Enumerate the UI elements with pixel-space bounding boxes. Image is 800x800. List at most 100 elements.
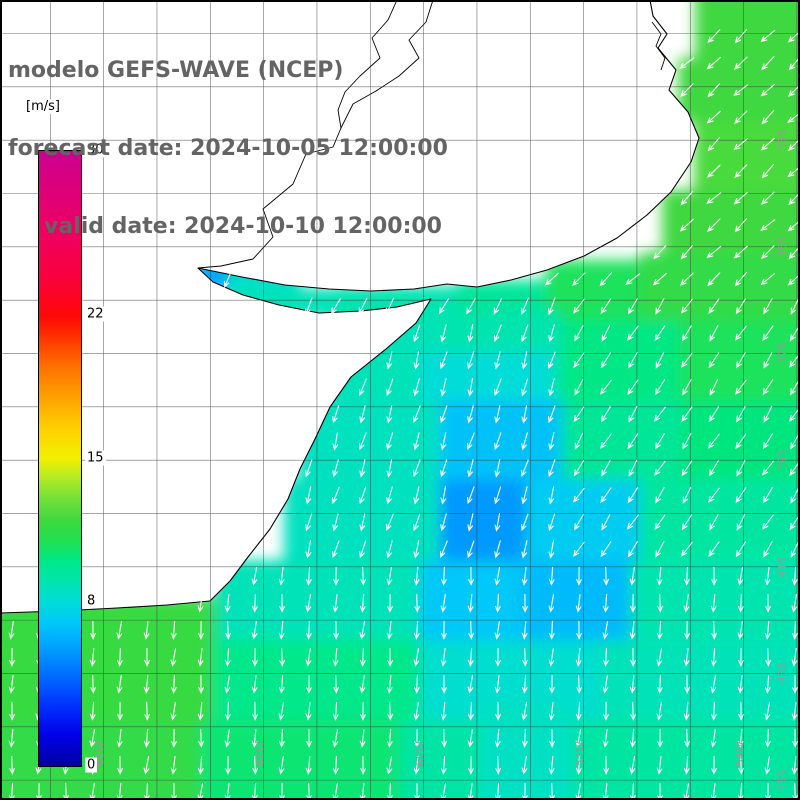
wind-arrow xyxy=(603,566,609,586)
color-scale-tick-label: 8 xyxy=(85,593,98,609)
wave-speed-cell xyxy=(640,480,800,560)
wind-arrow xyxy=(682,486,692,504)
wind-arrow xyxy=(735,298,747,315)
wind-arrow xyxy=(764,728,771,748)
wind-arrow xyxy=(654,514,666,531)
wind-arrow xyxy=(680,191,694,206)
wind-arrow xyxy=(684,620,690,640)
wind-arrow xyxy=(89,729,96,748)
wind-arrow xyxy=(413,540,420,559)
wind-arrow xyxy=(709,324,719,342)
wind-arrow xyxy=(494,593,501,613)
wind-arrow xyxy=(440,324,447,343)
color-scale-tick-label: 22 xyxy=(85,306,106,322)
wind-arrow xyxy=(413,620,420,640)
wind-arrow xyxy=(143,728,150,748)
wind-arrow xyxy=(386,674,393,694)
wind-arrow xyxy=(224,647,231,667)
wind-arrow xyxy=(707,433,720,449)
wind-arrow xyxy=(790,540,800,558)
wind-arrow xyxy=(440,566,447,586)
wind-arrow xyxy=(494,513,501,532)
wind-arrow xyxy=(385,513,394,532)
wind-arrow xyxy=(413,648,420,667)
wind-arrow xyxy=(413,351,420,370)
wind-arrow xyxy=(737,621,744,640)
wind-arrow xyxy=(251,593,258,613)
wind-arrow xyxy=(197,783,204,800)
wind-arrow xyxy=(359,459,366,478)
wind-arrow xyxy=(89,701,96,721)
wind-arrow xyxy=(279,782,285,800)
wind-arrow xyxy=(707,136,721,152)
wind-arrow xyxy=(544,272,559,286)
wind-arrow xyxy=(197,755,204,775)
wind-arrow xyxy=(683,648,690,667)
wind-arrow xyxy=(386,756,393,775)
wind-arrow xyxy=(521,674,528,694)
wind-arrow xyxy=(548,755,555,775)
color-scale-gradient xyxy=(38,150,82,767)
wind-arrow xyxy=(654,460,666,476)
wind-arrow xyxy=(735,487,747,504)
wind-arrow xyxy=(680,83,694,98)
wind-arrow xyxy=(711,755,717,775)
wind-arrow xyxy=(144,701,150,721)
wind-arrow xyxy=(575,701,582,721)
wind-arrow xyxy=(521,756,528,775)
wind-arrow xyxy=(413,702,420,721)
wind-arrow xyxy=(522,593,528,613)
wind-arrow xyxy=(792,674,798,694)
wind-arrow xyxy=(765,782,771,800)
wind-arrow xyxy=(116,621,123,640)
color-scale-tick-label: 30 xyxy=(85,142,106,158)
wind-arrow xyxy=(197,701,204,721)
wind-arrow xyxy=(737,728,744,748)
wind-arrow xyxy=(413,486,420,505)
wind-arrow xyxy=(386,432,394,451)
wind-arrow xyxy=(709,514,719,531)
wind-arrow xyxy=(414,782,420,800)
wind-arrow xyxy=(602,621,609,640)
wave-speed-cell xyxy=(420,352,552,400)
wind-arrow xyxy=(575,647,582,667)
wind-arrow xyxy=(521,324,529,343)
wind-arrow xyxy=(629,674,636,694)
wind-arrow xyxy=(331,486,340,505)
wind-arrow xyxy=(359,432,367,451)
wind-arrow xyxy=(707,29,721,44)
wind-arrow xyxy=(600,433,612,449)
wind-arrow xyxy=(171,728,177,748)
wind-arrow xyxy=(332,594,339,613)
wind-arrow xyxy=(764,756,771,775)
wind-arrow xyxy=(413,459,421,478)
wind-arrow xyxy=(413,513,421,532)
wind-arrow xyxy=(655,540,665,558)
wind-arrow xyxy=(224,783,231,800)
wind-arrow xyxy=(683,701,690,721)
wave-speed-cell xyxy=(440,400,562,480)
wind-arrow xyxy=(737,593,744,613)
wind-arrow xyxy=(599,272,613,287)
wind-arrow xyxy=(734,218,748,233)
wind-arrow xyxy=(575,755,582,775)
wind-arrow xyxy=(681,352,693,368)
wind-arrow xyxy=(305,620,312,640)
longitude-tick-label: 57W xyxy=(574,741,587,766)
river-line xyxy=(197,0,434,269)
wind-arrow xyxy=(683,594,690,613)
wave-speed-cell xyxy=(630,560,800,640)
wind-arrow xyxy=(602,729,609,748)
wind-arrow xyxy=(521,378,529,397)
wind-arrow xyxy=(278,620,285,640)
wind-arrow xyxy=(601,460,611,477)
wind-arrow xyxy=(575,594,582,613)
wind-arrow xyxy=(680,298,693,314)
wind-arrow xyxy=(706,192,722,205)
wind-arrow xyxy=(656,648,663,667)
wind-arrow xyxy=(763,487,773,504)
wind-arrow xyxy=(548,540,555,559)
wind-arrow xyxy=(627,379,639,396)
wind-arrow xyxy=(224,593,231,613)
wind-arrow xyxy=(332,513,339,532)
